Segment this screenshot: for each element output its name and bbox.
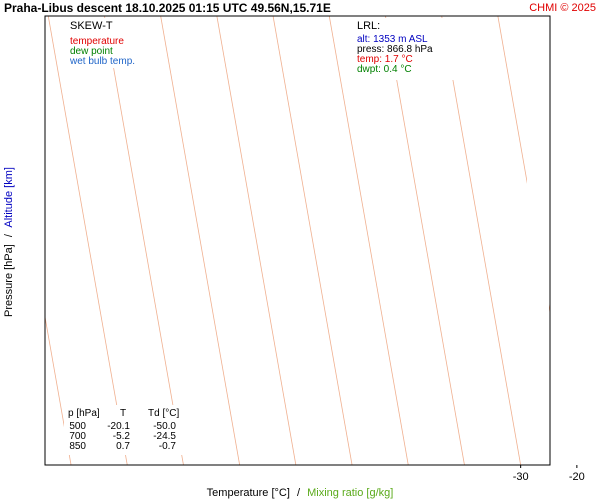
isotherm-line bbox=[328, 16, 409, 465]
plot-area bbox=[45, 16, 550, 465]
summary-table-cell: 0.7 bbox=[116, 441, 130, 452]
isotherm-line bbox=[160, 16, 241, 465]
y-axis-label-pressure: Pressure [hPa] bbox=[3, 244, 15, 317]
legend-title: SKEW-T bbox=[70, 20, 113, 32]
summary-table-header: p [hPa] bbox=[68, 408, 100, 419]
isotherm-line bbox=[45, 314, 72, 465]
isotherm-line bbox=[441, 16, 522, 465]
summary-table-cell: -24.5 bbox=[153, 431, 176, 442]
chart-title: Praha-Libus descent 18.10.2025 01:15 UTC… bbox=[4, 1, 331, 15]
legend-wetbulb: wet bulb temp. bbox=[69, 56, 135, 67]
isotherm-line bbox=[385, 16, 465, 465]
lrl-alt: alt: 1353 m ASL bbox=[357, 34, 428, 45]
wind-barbs bbox=[527, 17, 549, 464]
y-axis-label-sep: / bbox=[3, 233, 15, 237]
x-axis-label-mixing: Mixing ratio [g/kg] bbox=[307, 487, 393, 499]
x-axis-label-sep: / bbox=[297, 487, 301, 499]
x-axis-title: Temperature [°C] / Mixing ratio [g/kg] bbox=[207, 487, 394, 499]
copyright: CHMI © 2025 bbox=[529, 2, 596, 14]
summary-table-cell: -20.1 bbox=[107, 421, 130, 432]
summary-table-cell: 500 bbox=[69, 421, 86, 432]
summary-table-cell: -50.0 bbox=[153, 421, 176, 432]
isotherm-line bbox=[272, 16, 353, 465]
x-tick-label: -20 bbox=[569, 471, 585, 483]
lrl-dwpt: dwpt: 0.4 °C bbox=[357, 64, 412, 75]
x-tick-label: -30 bbox=[513, 471, 529, 483]
lrl-temp: temp: 1.7 °C bbox=[357, 54, 413, 65]
legend-temperature: temperature bbox=[70, 36, 124, 47]
plot-frame bbox=[44, 15, 551, 466]
lrl-box bbox=[352, 18, 496, 80]
isotherm-line bbox=[216, 16, 297, 465]
legend-dewpoint: dew point bbox=[70, 46, 113, 57]
wind-barb-column bbox=[527, 17, 549, 464]
x-axis-label-temperature: Temperature [°C] bbox=[207, 487, 290, 499]
summary-table-cell: -5.2 bbox=[113, 431, 131, 442]
summary-table-header: T bbox=[120, 408, 126, 419]
legend-box bbox=[66, 18, 142, 68]
summary-table-cell: 850 bbox=[69, 441, 86, 452]
summary-table-box bbox=[64, 405, 194, 455]
background-grid bbox=[45, 16, 550, 465]
y-axis-label-altitude: Altitude [km] bbox=[3, 167, 15, 228]
lrl-press: press: 866.8 hPa bbox=[357, 44, 433, 55]
summary-table-cell: 700 bbox=[69, 431, 86, 442]
summary-table-header: Td [°C] bbox=[148, 408, 179, 419]
isotherm-line bbox=[47, 16, 128, 465]
isotherm-line bbox=[104, 16, 184, 465]
summary-table-cell: -0.7 bbox=[159, 441, 177, 452]
y-axis-title: Pressure [hPa] / Altitude [km] bbox=[3, 167, 15, 317]
lrl-title: LRL: bbox=[357, 20, 380, 32]
axes-labels: -30-20-100102030401002003004005006007008… bbox=[513, 465, 585, 483]
